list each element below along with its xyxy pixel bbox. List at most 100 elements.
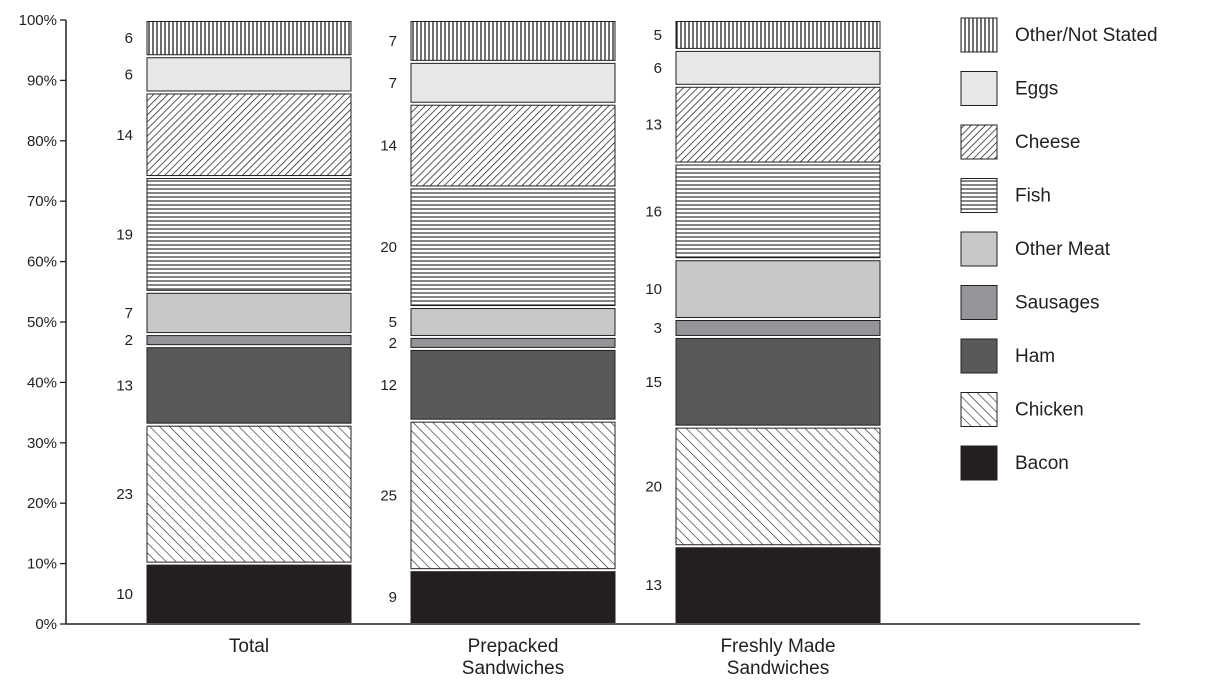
legend-label: Cheese (1015, 132, 1081, 153)
bar-segment-bacon (410, 571, 616, 624)
y-tick-label: 90% (27, 72, 57, 89)
legend-swatch (960, 285, 998, 320)
data-label-other-not-stated: 6 (125, 30, 133, 47)
bar-segment-cheese (146, 93, 352, 177)
category-label: Freshly Made (720, 636, 835, 657)
legend-item-other-not-stated: Other/Not Stated (960, 17, 1158, 53)
bar-segment-ham (675, 337, 881, 426)
legend-swatch (960, 71, 998, 106)
legend-label: Sausages (1015, 293, 1100, 314)
bar-segment-other-not-stated (146, 21, 352, 56)
data-label-fish: 19 (116, 226, 133, 243)
legend-item-eggs: Eggs (960, 71, 1058, 106)
legend-label: Bacon (1015, 453, 1069, 474)
legend-swatch (960, 178, 998, 213)
data-label-cheese: 13 (645, 117, 662, 134)
legend-swatch (960, 445, 998, 481)
bar-segment-eggs (146, 57, 352, 92)
y-tick-label: 70% (27, 193, 57, 210)
legend-swatch (960, 338, 998, 374)
legend-item-cheese: Cheese (960, 124, 1081, 160)
y-axis: 0% 10% 20% 30% 40% 50% 60% 70% 80% 90% 100% (19, 12, 67, 633)
data-label-eggs: 6 (654, 60, 662, 77)
bar-segment-other-meat (410, 308, 616, 336)
bar-segment-sausages (675, 320, 881, 336)
y-tick-label: 0% (35, 616, 57, 633)
data-label-chicken: 23 (116, 486, 133, 503)
category-label: Sandwiches (727, 658, 829, 679)
bar-segment-bacon (675, 547, 881, 624)
bar-segment-chicken (410, 421, 616, 570)
legend-label: Eggs (1015, 79, 1058, 100)
data-label-fish: 20 (380, 239, 397, 256)
data-label-sausages: 2 (389, 335, 397, 352)
y-tick-label: 30% (27, 435, 57, 452)
bar-segment-ham (146, 347, 352, 424)
bar-segment-fish (675, 164, 881, 259)
legend: Other/Not Stated Eggs Cheese Fish Other Meat… (960, 17, 1158, 481)
category-label: Total (229, 636, 269, 657)
legend-label: Chicken (1015, 400, 1084, 421)
legend-item-fish: Fish (960, 178, 1051, 213)
legend-label: Ham (1015, 346, 1055, 367)
legend-swatch (960, 17, 998, 53)
y-tick-label: 50% (27, 314, 57, 331)
data-label-other-meat: 10 (645, 281, 662, 298)
y-tick-label: 80% (27, 133, 57, 150)
data-label-cheese: 14 (380, 138, 397, 155)
bar-segment-sausages (146, 335, 352, 346)
data-label-eggs: 6 (125, 66, 133, 83)
bar-segment-other-not-stated (675, 21, 881, 49)
bar-segment-eggs (410, 62, 616, 103)
data-label-other-not-stated: 7 (389, 33, 397, 50)
bar-segment-eggs (675, 50, 881, 85)
legend-item-sausages: Sausages (960, 285, 1100, 320)
legend-item-other-meat: Other Meat (960, 231, 1111, 267)
bar-segment-cheese (675, 86, 881, 163)
category-label: Prepacked (468, 636, 559, 657)
data-label-sausages: 2 (125, 332, 133, 349)
bar-segment-chicken (675, 427, 881, 546)
data-label-ham: 13 (116, 377, 133, 394)
category-label: Sandwiches (462, 658, 564, 679)
bar-segment-fish (146, 178, 352, 291)
legend-item-chicken: Chicken (960, 392, 1084, 427)
data-label-bacon: 9 (389, 589, 397, 606)
bar-segment-ham (410, 349, 616, 420)
legend-label: Fish (1015, 186, 1051, 207)
bar-segment-fish (410, 188, 616, 307)
legend-label: Other Meat (1015, 239, 1111, 260)
data-label-sausages: 3 (654, 320, 662, 337)
bar-segment-other-not-stated (410, 21, 616, 61)
data-label-bacon: 13 (645, 577, 662, 594)
legend-item-ham: Ham (960, 338, 1055, 374)
data-label-ham: 15 (645, 374, 662, 391)
legend-swatch (960, 124, 998, 160)
data-label-bacon: 10 (116, 586, 133, 603)
data-label-cheese: 14 (116, 127, 133, 144)
data-label-other-not-stated: 5 (654, 27, 662, 44)
legend-label: Other/Not Stated (1015, 25, 1158, 46)
data-label-other-meat: 7 (125, 305, 133, 322)
legend-swatch (960, 231, 998, 267)
legend-item-bacon: Bacon (960, 445, 1069, 481)
bar-segment-sausages (410, 337, 616, 348)
legend-swatch (960, 392, 998, 427)
y-tick-label: 20% (27, 495, 57, 512)
data-label-chicken: 25 (380, 487, 397, 504)
data-label-eggs: 7 (389, 75, 397, 92)
y-tick-label: 60% (27, 254, 57, 271)
bars: 1023132719146692512252014771320153101613… (116, 21, 881, 624)
y-tick-label: 10% (27, 556, 57, 573)
bar-segment-cheese (410, 104, 616, 187)
data-label-other-meat: 5 (389, 314, 397, 331)
y-tick-label: 40% (27, 374, 57, 391)
y-tick-label: 100% (19, 12, 57, 29)
bar-segment-bacon (146, 564, 352, 623)
data-label-chicken: 20 (645, 478, 662, 495)
bar-segment-chicken (146, 425, 352, 563)
bar-segment-other-meat (146, 292, 352, 334)
